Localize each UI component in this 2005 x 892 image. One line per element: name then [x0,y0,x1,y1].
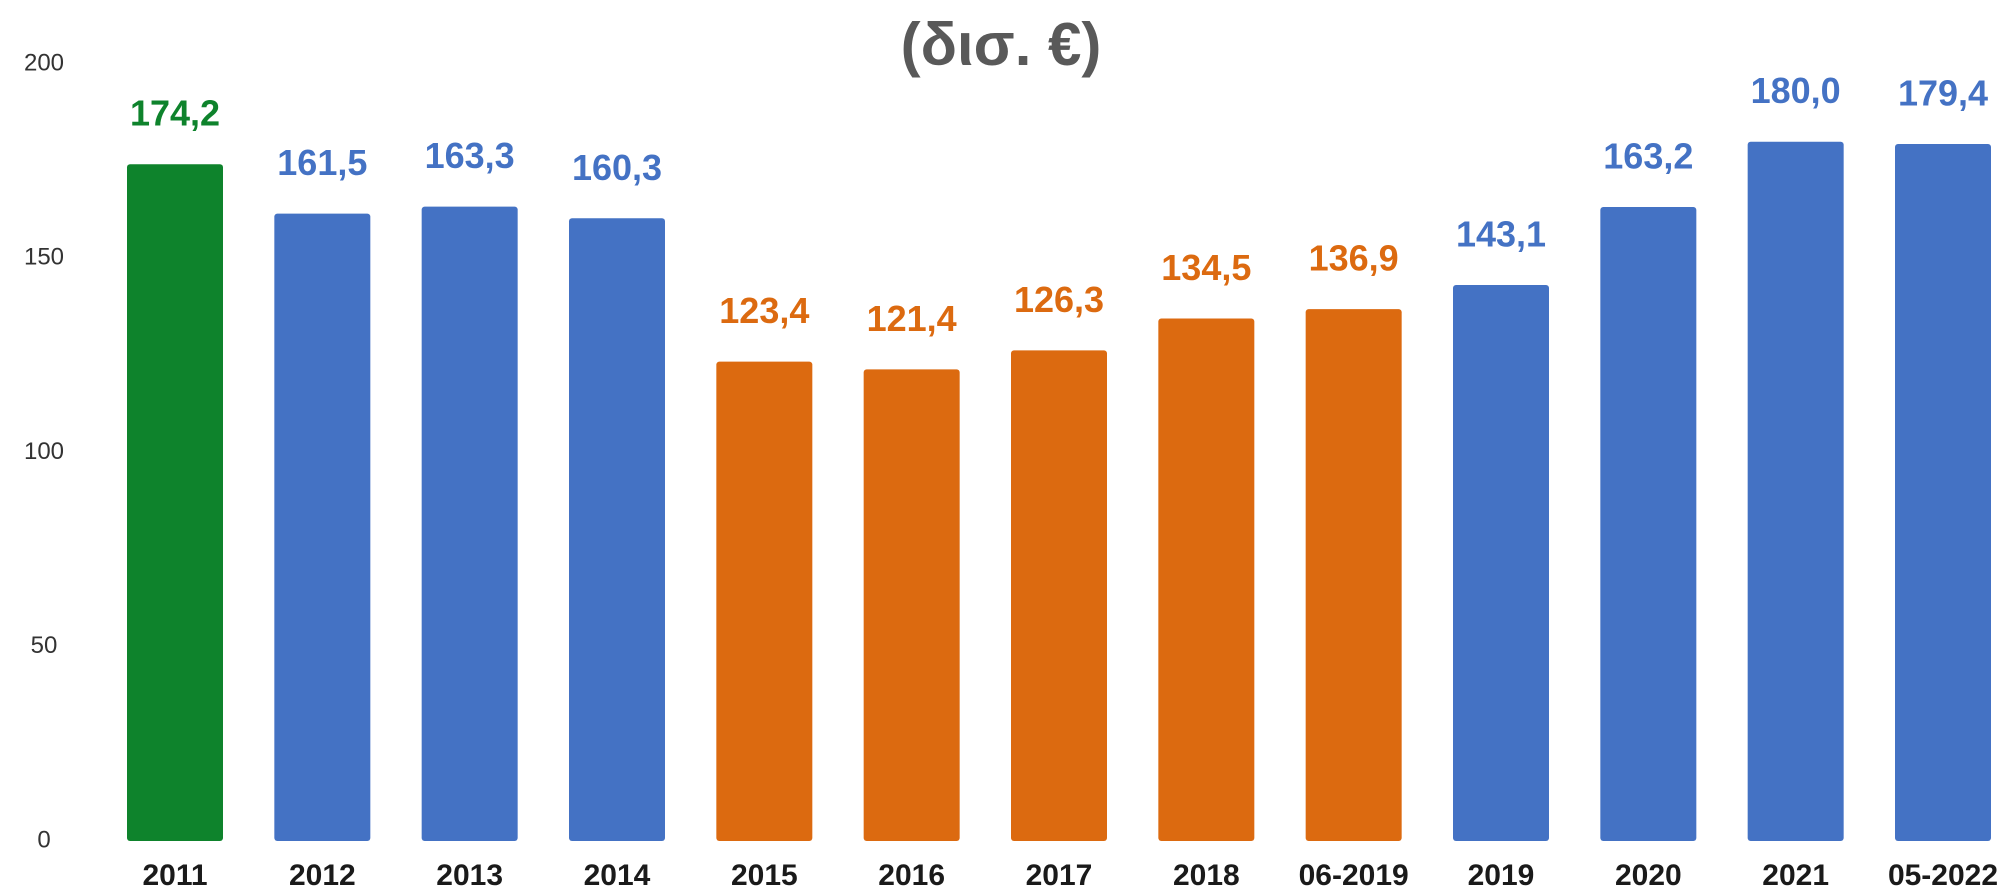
bar [421,206,518,842]
bar [1600,206,1697,841]
x-tick-label: 2021 [1762,859,1829,892]
bar [1453,285,1549,841]
x-tick-label: 2020 [1615,859,1682,892]
x-tick-label: 2018 [1173,859,1240,892]
value-label: 179,4 [1898,73,1988,114]
value-label: 160,3 [572,147,662,188]
y-tick-label: 50 [31,632,58,659]
bar [716,361,813,841]
chart-title: (δισ. €) [901,11,1102,78]
y-tick-label: 100 [24,438,64,465]
x-tick-label: 2014 [584,859,651,892]
bar [863,369,960,841]
y-tick-label: 200 [24,49,64,76]
bar [1158,318,1255,841]
bar [569,218,665,841]
x-tick-label: 2017 [1026,859,1093,892]
value-label: 136,9 [1309,238,1399,279]
value-label: 161,5 [277,142,367,183]
bar [1895,144,1991,841]
value-label: 126,3 [1014,279,1104,320]
x-tick-label: 2019 [1468,859,1535,892]
bar [274,213,371,841]
value-label: 174,2 [130,93,220,134]
bar [1011,350,1107,841]
value-label: 143,1 [1456,214,1546,255]
x-tick-label: 2016 [878,859,945,892]
value-label: 180,0 [1751,70,1841,111]
value-label: 163,3 [425,135,515,176]
value-label: 134,5 [1161,247,1251,288]
x-tick-label: 2015 [731,859,798,892]
x-tick-label: 2013 [436,859,503,892]
bar [1305,309,1402,841]
value-label: 163,2 [1603,135,1693,176]
x-tick-label: 2011 [142,859,207,892]
x-tick-label: 06-2019 [1299,859,1409,892]
x-tick-label: 05-2022 [1888,859,1998,892]
y-tick-label: 0 [37,826,50,853]
value-label: 121,4 [867,298,957,339]
x-tick-label: 2012 [289,859,356,892]
bar [127,164,223,841]
bar [1747,141,1844,841]
y-tick-label: 150 [24,244,64,271]
value-label: 123,4 [719,290,809,331]
